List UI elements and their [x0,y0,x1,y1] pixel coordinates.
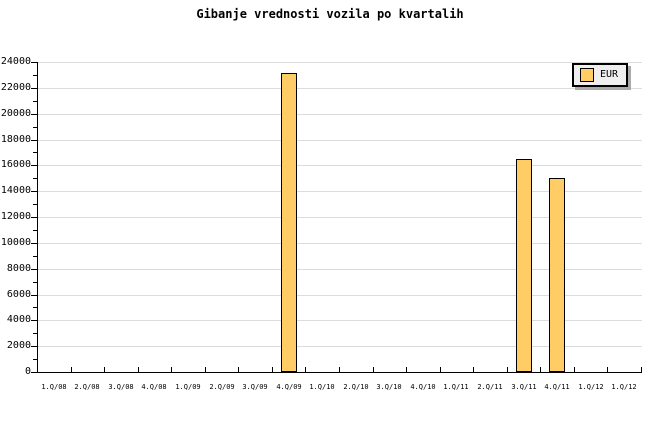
x-axis-tick-label: 1.Q/08 [41,383,67,391]
y-axis-minor-tick [33,333,37,334]
gridline [38,320,642,321]
x-axis-tick [138,367,139,372]
y-axis-minor-tick [33,178,37,179]
y-axis-minor-tick [33,75,37,76]
y-axis-major-tick [31,269,37,270]
x-axis-tick [71,367,72,372]
y-axis-major-tick [31,243,37,244]
x-axis-tick-label: 1.Q/12 [578,383,604,391]
gridline [38,140,642,141]
bar-4q09 [281,73,297,372]
gridline [38,191,642,192]
x-axis-tick-label: 4.Q/09 [276,383,302,391]
y-axis-tick-label: 10000 [0,237,31,248]
y-axis-minor-tick [33,307,37,308]
y-axis-tick-label: 2000 [6,340,31,351]
y-axis-major-tick [31,140,37,141]
y-axis-tick-label: 16000 [0,159,31,170]
y-axis-minor-tick [33,230,37,231]
x-axis-tick [104,367,105,372]
chart-title: Gibanje vrednosti vozila po kvartalih [196,7,464,21]
y-axis-minor-tick [33,204,37,205]
x-axis-tick [305,367,306,372]
y-axis-tick-label: 0 [24,366,31,377]
y-axis-major-tick [31,320,37,321]
y-axis-major-tick [31,88,37,89]
y-axis-minor-tick [33,152,37,153]
y-axis-tick-label: 14000 [0,185,31,196]
gridline [38,114,642,115]
y-axis-minor-tick [33,127,37,128]
gridline [38,217,642,218]
x-axis-tick [473,367,474,372]
x-axis-tick-label: 1.Q/09 [175,383,201,391]
gridline [38,62,642,63]
y-axis-tick-label: 12000 [0,211,31,222]
y-axis-major-tick [31,62,37,63]
gridline [38,243,642,244]
x-axis-tick-label: 1.Q/11 [443,383,469,391]
y-axis-tick-label: 6000 [6,289,31,300]
y-axis-minor-tick [33,359,37,360]
bar-4q11 [549,178,565,372]
gridline [38,346,642,347]
x-axis-tick-label: 2.Q/09 [209,383,235,391]
x-axis [37,372,642,373]
gridline [38,295,642,296]
y-axis-major-tick [31,295,37,296]
gridline [38,269,642,270]
y-axis-tick-label: 20000 [0,108,31,119]
x-axis-tick [507,367,508,372]
x-axis-tick [238,367,239,372]
x-axis-tick-label: 3.Q/11 [511,383,537,391]
x-axis-tick [607,367,608,372]
x-axis-tick [171,367,172,372]
y-axis-major-tick [31,346,37,347]
x-axis-tick [574,367,575,372]
y-axis [37,62,38,372]
y-axis-minor-tick [33,282,37,283]
bar-3q11 [516,159,532,372]
x-axis-tick-label: 3.Q/08 [108,383,134,391]
legend: EUR [572,63,629,87]
x-axis-tick [272,367,273,372]
y-axis-major-tick [31,114,37,115]
x-axis-tick-label: 2.Q/11 [477,383,503,391]
x-axis-tick [406,367,407,372]
x-axis-tick-label: 4.Q/10 [410,383,436,391]
x-axis-tick [205,367,206,372]
legend-label: EUR [600,69,619,80]
y-axis-tick-label: 8000 [6,263,31,274]
x-axis-tick-label: 4.Q/08 [141,383,167,391]
x-axis-tick [641,367,642,372]
x-axis-tick-label: 2.Q/10 [343,383,369,391]
x-axis-tick-label: 1.Q/12 [611,383,637,391]
y-axis-tick-label: 18000 [0,134,31,145]
legend-swatch-eur [580,68,594,82]
gridline [38,165,642,166]
y-axis-minor-tick [33,101,37,102]
y-axis-tick-label: 4000 [6,314,31,325]
x-axis-tick-label: 2.Q/08 [74,383,100,391]
x-axis-tick [339,367,340,372]
y-axis-minor-tick [33,256,37,257]
y-axis-major-tick [31,191,37,192]
y-axis-tick-label: 22000 [0,82,31,93]
x-axis-tick-label: 3.Q/10 [376,383,402,391]
y-axis-major-tick [31,165,37,166]
y-axis-major-tick [31,372,37,373]
gridline [38,88,642,89]
x-axis-tick [440,367,441,372]
x-axis-tick [540,367,541,372]
x-axis-tick-label: 4.Q/11 [544,383,570,391]
x-axis-tick-label: 3.Q/09 [242,383,268,391]
x-axis-tick [373,367,374,372]
y-axis-tick-label: 24000 [0,56,31,67]
y-axis-major-tick [31,217,37,218]
x-axis-tick-label: 1.Q/10 [309,383,335,391]
